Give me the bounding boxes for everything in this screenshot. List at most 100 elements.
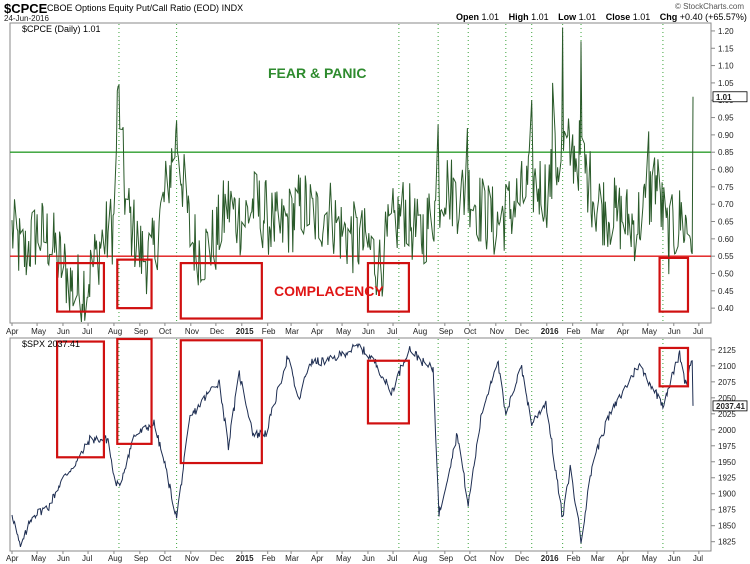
cpce-x-tick-label: Jun (668, 327, 681, 336)
spx-y-tick-label: 1950 (718, 458, 736, 467)
ohlc-close-label: Close (605, 12, 631, 22)
spx-x-tick-label: Aug (108, 554, 122, 563)
exchange-label: INDX (221, 3, 244, 13)
cpce-x-tick-label: May (642, 327, 657, 336)
spx-highlight-box-1 (56, 340, 106, 459)
spx-x-tick-label: Apr (311, 554, 324, 563)
cpce-x-tick-label: Feb (567, 327, 581, 336)
cpce-x-tick-label: Sep (134, 327, 149, 336)
spx-y-tick-label: 1875 (718, 506, 736, 515)
cpce-x-tick-label: Jul (82, 327, 92, 336)
spx-series-line (11, 343, 694, 548)
spx-x-tick-label: Dec (210, 554, 224, 563)
cpce-y-tick-label: 1.15 (718, 44, 734, 53)
cpce-x-tick-label: Apr (311, 327, 324, 336)
spx-y-tick-label: 2000 (718, 426, 736, 435)
cpce-highlight-box-1 (56, 261, 106, 313)
complacency-annotation: COMPLACENCY (274, 283, 384, 299)
event-lines (118, 24, 664, 550)
spx-x-tick-label: Jul (387, 554, 397, 563)
spx-x-tick-label: Jun (668, 554, 681, 563)
spx-highlight-box-5 (658, 346, 690, 388)
spx-x-tick-label: Feb (262, 554, 276, 563)
spx-x-tick-label: Sep (134, 554, 149, 563)
chart-date: 24-Jun-2016 (4, 14, 49, 23)
ohlc-chg-value: +0.40 (+65.57%) (679, 12, 747, 22)
spx-x-tick-label: Dec (515, 554, 529, 563)
stockcharts-watermark: © StockCharts.com (674, 2, 744, 11)
spx-y-tick-label: 1850 (718, 522, 736, 531)
spx-y-tick-label: 2100 (718, 362, 736, 371)
spx-x-tick-label: Jul (693, 554, 703, 563)
spx-y-tick-label: 1825 (718, 538, 736, 547)
spx-y-tick-label: 2125 (718, 346, 736, 355)
cpce-x-tick-label: Aug (413, 327, 427, 336)
cpce-y-tick-label: 1.10 (718, 62, 734, 71)
cpce-x-tick-label: Dec (210, 327, 224, 336)
cpce-highlight-box-3 (179, 261, 263, 320)
cpce-y-tick-label: 0.70 (718, 200, 734, 209)
cpce-y-tick-label: 0.65 (718, 218, 734, 227)
cpce-y-tick-label: 0.95 (718, 114, 734, 123)
ohlc-high-label: High (508, 12, 529, 22)
axis-layer: 1.201.151.101.051.000.950.900.850.800.75… (6, 27, 748, 563)
series-layer (11, 27, 694, 548)
spx-x-tick-label: Aug (413, 554, 427, 563)
ohlc-low-value: 1.01 (578, 12, 597, 22)
spx-x-tick-label: Mar (591, 554, 605, 563)
spx-last-value-tag-box (712, 400, 748, 412)
spx-y-tick-label: 2075 (718, 378, 736, 387)
spx-x-tick-label: Sep (439, 554, 454, 563)
spx-y-tick-label: 1975 (718, 442, 736, 451)
ohlc-low-label: Low (558, 12, 577, 22)
spx-x-tick-label: May (642, 554, 657, 563)
spx-x-tick-label: 2015 (236, 554, 254, 563)
cpce-x-tick-label: Dec (515, 327, 529, 336)
cpce-x-tick-label: May (31, 327, 46, 336)
cpce-x-tick-label: Aug (108, 327, 122, 336)
spx-y-tick-label: 1925 (718, 474, 736, 483)
spx-x-tick-label: Jun (57, 554, 70, 563)
spx-x-tick-label: Nov (490, 554, 504, 563)
cpce-x-tick-label: Jun (57, 327, 70, 336)
cpce-x-tick-label: Nov (490, 327, 504, 336)
cpce-x-tick-label: Oct (159, 327, 172, 336)
ohlc-open-label: Open (456, 12, 480, 22)
spx-x-tick-label: May (336, 554, 351, 563)
spx-highlight-box-3 (179, 339, 263, 465)
spx-panel-frame (9, 337, 712, 552)
highlight-boxes (56, 256, 690, 465)
spx-x-tick-label: Feb (567, 554, 581, 563)
cpce-x-tick-label: Sep (439, 327, 454, 336)
cpce-y-tick-label: 0.80 (718, 166, 734, 175)
cpce-x-tick-label: Mar (591, 327, 605, 336)
cpce-y-tick-label: 0.75 (718, 183, 734, 192)
cpce-y-tick-label: 0.55 (718, 252, 734, 261)
spx-highlight-box-2 (116, 337, 153, 445)
cpce-series-line (11, 27, 694, 323)
cpce-x-tick-label: Jul (693, 327, 703, 336)
cpce-x-tick-label: Feb (262, 327, 276, 336)
spx-x-tick-label: Oct (464, 554, 477, 563)
cpce-highlight-box-4 (366, 261, 411, 313)
cpce-x-tick-label: Nov (185, 327, 199, 336)
reference-lines (10, 151, 711, 257)
cpce-y-tick-label: 1.05 (718, 79, 734, 88)
cpce-x-tick-label: 2016 (541, 327, 559, 336)
fear-panic-annotation: FEAR & PANIC (268, 65, 367, 81)
cpce-panel-frame (9, 22, 712, 324)
cpce-x-tick-label: May (336, 327, 351, 336)
spx-x-tick-label: Jun (362, 554, 375, 563)
spx-y-tick-label: 2025 (718, 410, 736, 419)
cpce-y-tick-label: 0.85 (718, 148, 734, 157)
cpce-x-tick-label: 2015 (236, 327, 254, 336)
spx-panel-title: $SPX 2037.41 (22, 339, 80, 349)
cpce-y-tick-label: 0.40 (718, 304, 734, 313)
spx-last-value-tag: 2037.41 (716, 402, 745, 411)
ohlc-readout: Open 1.01 High 1.01 Low 1.01 Close 1.01 … (456, 12, 750, 22)
cpce-x-tick-label: Oct (464, 327, 477, 336)
cpce-x-tick-label: Apr (617, 327, 630, 336)
spx-x-tick-label: 2016 (541, 554, 559, 563)
symbol-description: CBOE Options Equity Put/Call Ratio (EOD) (47, 3, 220, 13)
cpce-x-tick-label: Mar (285, 327, 299, 336)
